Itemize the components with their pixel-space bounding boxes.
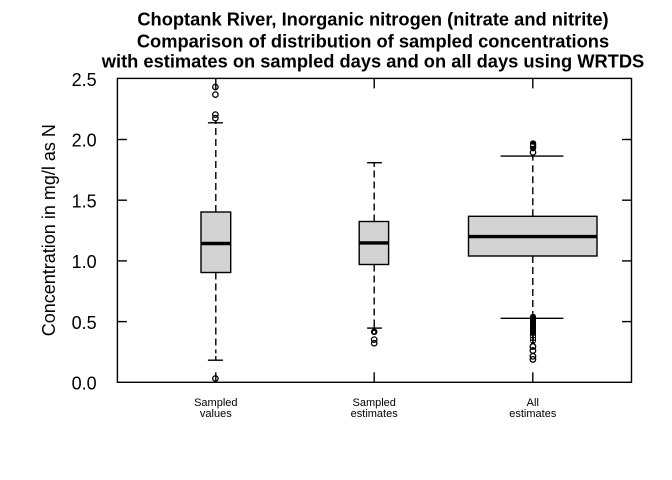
svg-text:Sampled: Sampled [194, 397, 237, 409]
svg-text:with estimates on sampled days: with estimates on sampled days and on al… [101, 50, 644, 71]
svg-text:Concentration in mg/l as N: Concentration in mg/l as N [39, 124, 59, 336]
svg-text:estimates: estimates [351, 408, 399, 420]
svg-text:1.5: 1.5 [72, 191, 97, 211]
svg-text:0.0: 0.0 [72, 374, 97, 394]
svg-text:Comparison of distribution of: Comparison of distribution of sampled co… [137, 30, 609, 51]
svg-text:Choptank River, Inorganic nitr: Choptank River, Inorganic nitrogen (nitr… [137, 9, 608, 30]
svg-text:2.0: 2.0 [72, 131, 97, 151]
svg-text:Sampled: Sampled [352, 397, 395, 409]
svg-text:estimates: estimates [509, 408, 557, 420]
svg-text:values: values [200, 408, 232, 420]
svg-text:All: All [527, 397, 539, 409]
svg-text:1.0: 1.0 [72, 252, 97, 272]
svg-text:0.5: 0.5 [72, 313, 97, 333]
svg-text:2.5: 2.5 [72, 70, 97, 90]
